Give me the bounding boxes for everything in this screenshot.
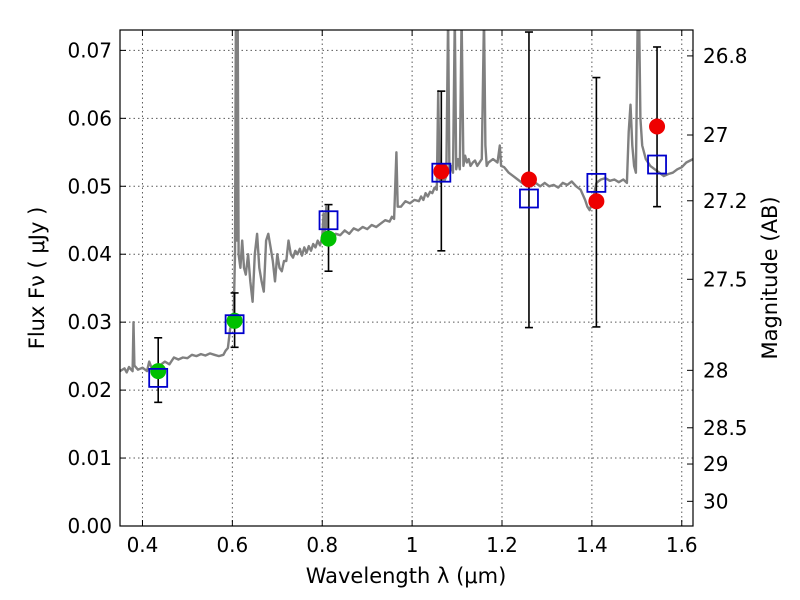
mag-tick-label: 27.2 — [703, 189, 748, 213]
y-tick-label: 0.02 — [67, 378, 112, 402]
mag-tick-label: 28 — [703, 358, 728, 382]
x-axis-label: Wavelength λ (μm) — [306, 564, 507, 588]
y-tick-label: 0.00 — [67, 514, 112, 538]
x-tick-label: 0.4 — [127, 533, 159, 557]
mag-tick-label: 26.8 — [703, 44, 748, 68]
y-tick-label: 0.06 — [67, 106, 112, 130]
mag-tick-label: 27 — [703, 123, 728, 147]
red-data-point — [520, 171, 537, 188]
model-square-marker — [586, 172, 607, 193]
markers — [148, 31, 667, 404]
x-tick-label: 0.6 — [216, 533, 248, 557]
model-square-marker — [148, 367, 169, 388]
x-tick-label: 0.8 — [306, 533, 338, 557]
mag-tick-label: 28.5 — [703, 416, 748, 440]
axis-ticks: 0.4 0.6 0.8 1 1.2 1.4 1.6 0.00 0.01 0.02 0.03 0.04 0… — [67, 30, 748, 557]
plot-area — [120, 30, 693, 374]
mag-tick-label: 30 — [703, 489, 728, 513]
gridlines — [120, 30, 693, 527]
green-data-point — [320, 230, 337, 247]
y-tick-label: 0.03 — [67, 310, 112, 334]
model-square-marker — [647, 154, 667, 175]
mag-tick-label: 29 — [703, 452, 728, 476]
x-tick-label: 1.2 — [486, 533, 518, 557]
x-tick-label: 1 — [406, 533, 419, 557]
model-square-marker — [318, 210, 339, 231]
green-data-point — [226, 312, 243, 329]
red-data-point — [649, 118, 666, 135]
right-axis-label: Magnitude (AB) — [758, 196, 782, 359]
mag-tick-label: 27.5 — [703, 267, 748, 291]
y-tick-label: 0.05 — [67, 174, 112, 198]
model-square-marker — [519, 188, 539, 209]
y-axis-label: Flux Fν ( μJy ) — [25, 207, 49, 350]
y-tick-label: 0.07 — [67, 38, 112, 62]
green-data-point — [150, 363, 167, 380]
red-data-point — [588, 193, 605, 210]
x-tick-label: 1.4 — [576, 533, 608, 557]
y-tick-label: 0.04 — [67, 242, 112, 266]
y-tick-label: 0.01 — [67, 446, 112, 470]
model-square-marker — [431, 162, 452, 183]
axes-frame — [119, 29, 694, 527]
model-square-marker — [224, 314, 245, 335]
red-data-point — [433, 163, 450, 180]
spectrum-line — [120, 30, 693, 374]
x-tick-label: 1.6 — [666, 533, 698, 557]
